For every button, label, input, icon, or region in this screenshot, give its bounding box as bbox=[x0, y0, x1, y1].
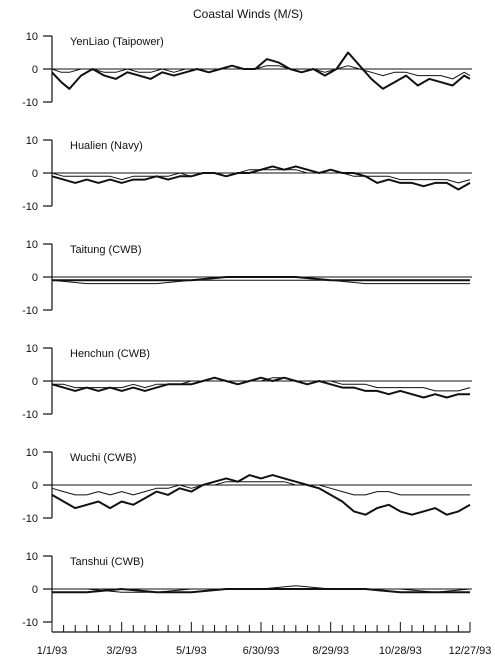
chart-title: Coastal Winds (M/S) bbox=[193, 7, 303, 21]
y-tick-label: 0 bbox=[32, 584, 38, 596]
panel-3: 10 0 -10 Taitung (CWB) bbox=[22, 239, 472, 317]
y-tick-label: -10 bbox=[22, 513, 38, 525]
x-tick-label: 12/27/93 bbox=[449, 645, 492, 657]
y-tick-label: 0 bbox=[32, 480, 38, 492]
y-tick-label: 10 bbox=[26, 135, 38, 147]
y-tick-label: 10 bbox=[26, 343, 38, 355]
y-tick-label: 10 bbox=[26, 31, 38, 43]
series-line-1 bbox=[51, 376, 470, 399]
y-tick-label: -10 bbox=[22, 305, 38, 317]
y-tick-label: 0 bbox=[32, 168, 38, 180]
y-tick-label: 0 bbox=[32, 272, 38, 284]
x-tick-label: 1/1/93 bbox=[37, 645, 68, 657]
series-line-2 bbox=[52, 585, 471, 593]
panel-label: Wuchi (CWB) bbox=[70, 452, 136, 464]
series-line-2 bbox=[51, 279, 470, 285]
panel-6: 10 0 -10 Tanshui (CWB) bbox=[22, 551, 472, 629]
x-tick-label: 10/28/93 bbox=[379, 645, 422, 657]
x-tick-label: 5/1/93 bbox=[176, 645, 207, 657]
panels-group: 10 0 -10 YenLiao (Taipower) 10 0 -10 Hualien (N… bbox=[22, 31, 472, 629]
panel-label: Tanshui (CWB) bbox=[70, 556, 144, 568]
series-line-2 bbox=[51, 481, 470, 496]
panel-1: 10 0 -10 YenLiao (Taipower) bbox=[22, 31, 472, 109]
series-line-1 bbox=[51, 474, 471, 516]
panel-label: Hualien (Navy) bbox=[70, 140, 143, 152]
y-tick-label: -10 bbox=[22, 617, 38, 629]
y-tick-label: -10 bbox=[22, 97, 38, 109]
series-line-2 bbox=[51, 65, 471, 80]
panel-2: 10 0 -10 Hualien (Navy) bbox=[22, 135, 472, 213]
panel-5: 10 0 -10 Wuchi (CWB) bbox=[22, 447, 472, 525]
y-tick-label: 10 bbox=[26, 447, 38, 459]
series-line-1 bbox=[52, 276, 470, 282]
series-line-2 bbox=[52, 377, 471, 392]
panel-label: Henchun (CWB) bbox=[70, 348, 150, 360]
y-tick-label: 0 bbox=[32, 376, 38, 388]
y-tick-label: 10 bbox=[26, 239, 38, 251]
x-tick-label: 8/29/93 bbox=[312, 645, 349, 657]
x-axis: 1/1/93 3/2/93 5/1/93 6/30/93 8/29/93 10/28/93… bbox=[37, 622, 492, 657]
panel-label: Taitung (CWB) bbox=[70, 244, 142, 256]
y-tick-label: 10 bbox=[26, 551, 38, 563]
y-tick-label: -10 bbox=[22, 201, 38, 213]
series-line-2 bbox=[51, 169, 471, 184]
y-tick-label: 0 bbox=[32, 64, 38, 76]
y-tick-label: -10 bbox=[22, 409, 38, 421]
x-tick-label: 3/2/93 bbox=[106, 645, 137, 657]
panel-4: 10 0 -10 Henchun (CWB) bbox=[22, 343, 472, 421]
x-tick-label: 6/30/93 bbox=[243, 645, 280, 657]
series-line-1 bbox=[51, 51, 471, 90]
panel-label: YenLiao (Taipower) bbox=[70, 36, 164, 48]
